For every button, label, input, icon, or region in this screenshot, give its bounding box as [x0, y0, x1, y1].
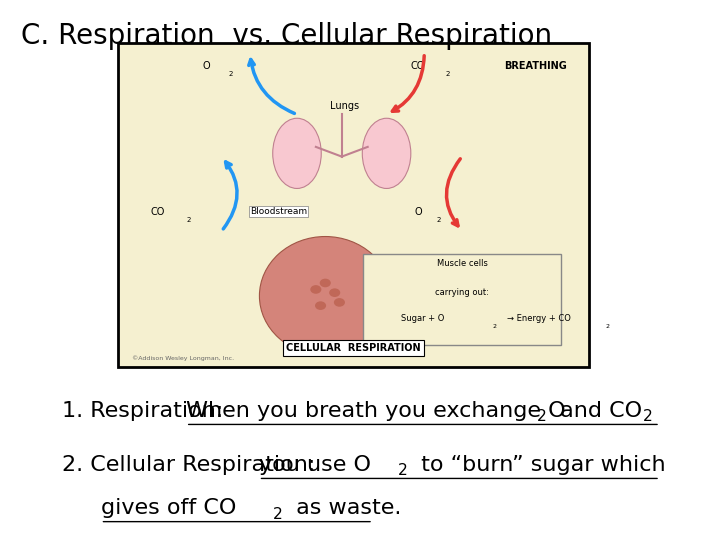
FancyBboxPatch shape — [363, 254, 561, 345]
Circle shape — [329, 288, 341, 297]
Text: 2: 2 — [398, 463, 408, 478]
Circle shape — [320, 279, 330, 287]
Text: → Energy + CO: → Energy + CO — [507, 314, 571, 323]
Text: 2: 2 — [644, 409, 653, 424]
Text: CO: CO — [410, 61, 425, 71]
Text: Lungs: Lungs — [330, 101, 359, 111]
Text: Muscle cells: Muscle cells — [436, 259, 487, 268]
Text: 2: 2 — [436, 217, 441, 223]
Ellipse shape — [273, 118, 321, 188]
Text: C. Respiration  vs. Cellular Respiration: C. Respiration vs. Cellular Respiration — [21, 22, 552, 50]
Text: to “burn” sugar which: to “burn” sugar which — [414, 455, 665, 475]
Text: 2: 2 — [272, 507, 282, 522]
Text: CO: CO — [151, 207, 165, 217]
Text: BREATHING: BREATHING — [505, 61, 567, 71]
Text: 2: 2 — [229, 71, 233, 77]
Ellipse shape — [362, 118, 411, 188]
Text: O: O — [415, 207, 423, 217]
Text: Sugar + O: Sugar + O — [401, 314, 444, 323]
Text: carrying out:: carrying out: — [435, 288, 489, 297]
Text: CELLULAR  RESPIRATION: CELLULAR RESPIRATION — [287, 343, 421, 353]
Circle shape — [315, 301, 326, 310]
Text: 2: 2 — [446, 71, 450, 77]
Text: 2. Cellular Respiration:: 2. Cellular Respiration: — [63, 455, 323, 475]
Text: When you breath you exchange O: When you breath you exchange O — [186, 401, 565, 421]
Text: 2: 2 — [492, 324, 497, 329]
Text: Bloodstream: Bloodstream — [250, 207, 307, 216]
Text: O: O — [203, 61, 210, 71]
Circle shape — [310, 285, 321, 294]
Text: and CO: and CO — [553, 401, 642, 421]
Circle shape — [334, 298, 345, 307]
Text: 2: 2 — [537, 409, 547, 424]
Ellipse shape — [259, 237, 391, 355]
Text: you use O: you use O — [258, 455, 371, 475]
Text: as waste.: as waste. — [289, 498, 402, 518]
Text: 2: 2 — [186, 217, 191, 223]
Text: 1. Respiration:: 1. Respiration: — [63, 401, 231, 421]
Text: ©Addison Wesley Longman, Inc.: ©Addison Wesley Longman, Inc. — [132, 355, 234, 361]
Text: gives off CO: gives off CO — [101, 498, 236, 518]
FancyBboxPatch shape — [118, 43, 589, 367]
Text: 2: 2 — [606, 324, 610, 329]
